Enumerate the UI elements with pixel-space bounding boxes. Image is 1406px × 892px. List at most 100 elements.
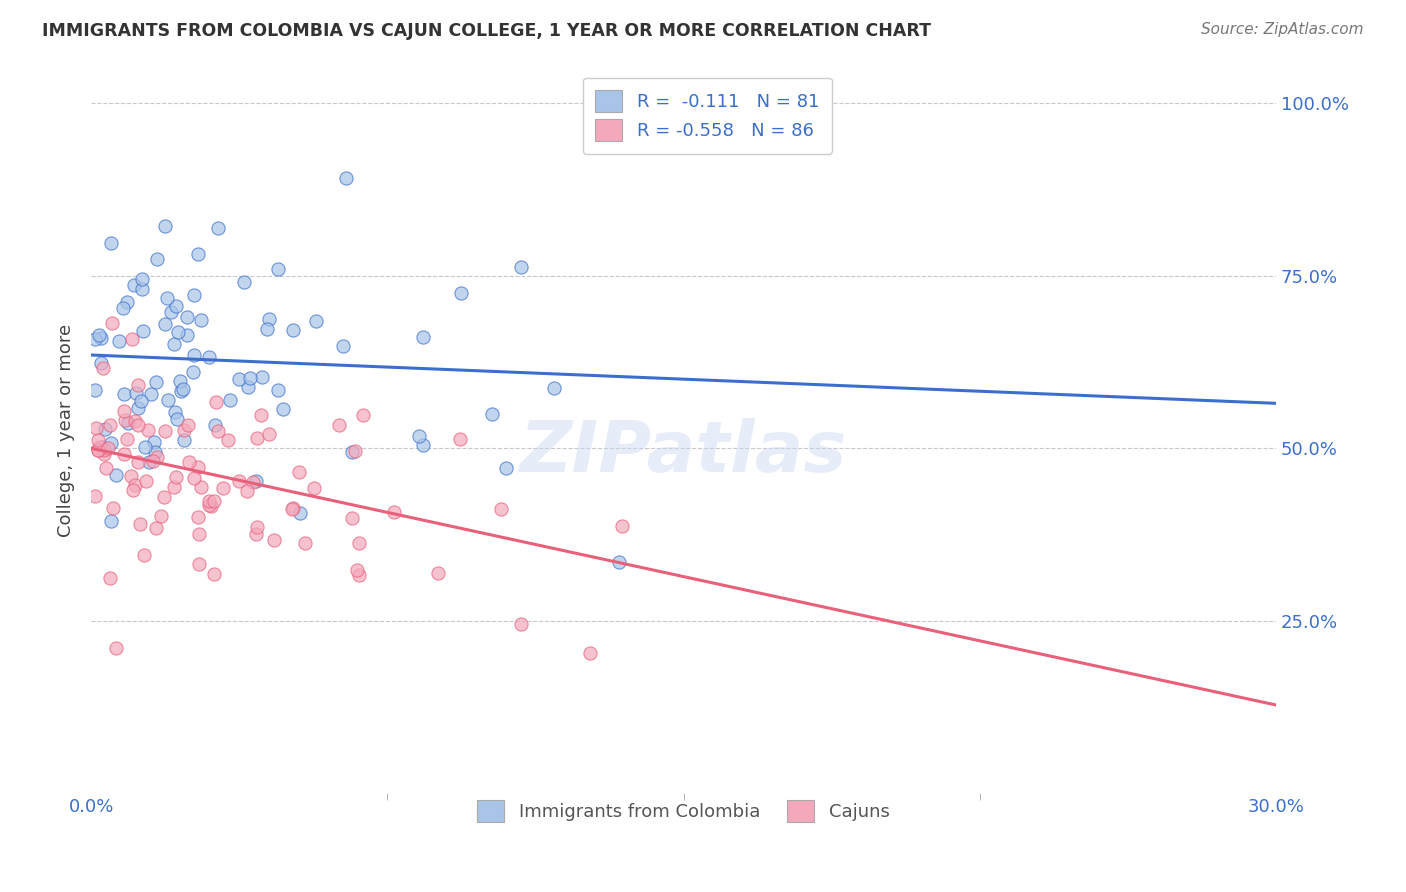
Point (190, 479, 212, 493)
Point (259, 427, 281, 442)
Point (204, 417, 226, 432)
Point (190, 313, 212, 327)
Point (382, 505, 405, 519)
Point (412, 438, 434, 452)
Point (204, 394, 226, 409)
Point (124, 414, 146, 428)
Y-axis label: College, 1 year or more: College, 1 year or more (58, 325, 75, 538)
Point (202, 494, 225, 508)
Point (183, 348, 205, 362)
Point (288, 465, 311, 479)
Point (347, 568, 370, 582)
Point (449, 432, 471, 446)
Point (353, 408, 375, 422)
Point (132, 324, 155, 338)
Point (177, 417, 200, 432)
Point (163, 337, 186, 351)
Point (579, 646, 602, 660)
Point (495, 460, 517, 475)
Point (173, 423, 195, 437)
Point (127, 401, 149, 415)
Point (183, 365, 205, 379)
Point (149, 509, 172, 524)
Point (128, 516, 150, 531)
Point (124, 478, 146, 492)
Point (328, 418, 350, 433)
Text: ZIPatlas: ZIPatlas (520, 418, 848, 487)
Point (610, 519, 633, 533)
Point (86, 443, 108, 458)
Point (93, 447, 115, 461)
Point (290, 506, 312, 520)
Point (100, 436, 122, 450)
Point (173, 433, 195, 447)
Point (170, 384, 193, 398)
Point (156, 292, 179, 306)
Point (127, 417, 149, 432)
Point (340, 511, 363, 525)
Point (207, 425, 229, 439)
Point (257, 312, 280, 326)
Point (283, 323, 305, 337)
Point (187, 509, 209, 524)
Point (127, 378, 149, 392)
Point (412, 330, 434, 344)
Point (84, 489, 107, 503)
Point (94, 461, 117, 475)
Point (129, 393, 152, 408)
Point (160, 304, 183, 318)
Point (115, 432, 138, 446)
Point (450, 286, 472, 301)
Point (145, 450, 167, 465)
Point (236, 484, 259, 499)
Point (169, 374, 191, 388)
Point (134, 440, 156, 454)
Point (114, 404, 136, 418)
Point (155, 219, 177, 234)
Point (166, 412, 188, 426)
Point (112, 387, 135, 401)
Point (143, 445, 166, 459)
Point (165, 299, 187, 313)
Point (163, 480, 186, 494)
Point (152, 490, 174, 504)
Point (183, 471, 205, 485)
Point (246, 520, 269, 534)
Point (219, 392, 242, 407)
Point (183, 288, 205, 302)
Point (93, 443, 115, 458)
Point (117, 416, 139, 430)
Point (228, 372, 250, 386)
Point (281, 502, 304, 516)
Point (302, 481, 325, 495)
Point (131, 272, 153, 286)
Point (207, 220, 229, 235)
Point (245, 474, 267, 488)
Point (344, 444, 367, 458)
Point (105, 468, 128, 483)
Point (87, 440, 110, 454)
Point (543, 381, 565, 395)
Point (98, 418, 121, 433)
Point (138, 455, 160, 469)
Point (93, 422, 115, 436)
Point (238, 380, 260, 394)
Point (122, 483, 145, 497)
Point (263, 533, 285, 547)
Point (167, 326, 190, 340)
Point (97, 441, 120, 455)
Point (143, 434, 166, 449)
Point (239, 370, 262, 384)
Point (142, 453, 165, 467)
Point (489, 502, 512, 516)
Text: Source: ZipAtlas.com: Source: ZipAtlas.com (1201, 22, 1364, 37)
Point (163, 405, 186, 419)
Point (267, 383, 290, 397)
Point (242, 475, 264, 490)
Point (332, 339, 354, 353)
Point (228, 474, 250, 488)
Point (340, 445, 363, 459)
Point (153, 424, 176, 438)
Point (91, 440, 114, 454)
Point (91, 361, 114, 376)
